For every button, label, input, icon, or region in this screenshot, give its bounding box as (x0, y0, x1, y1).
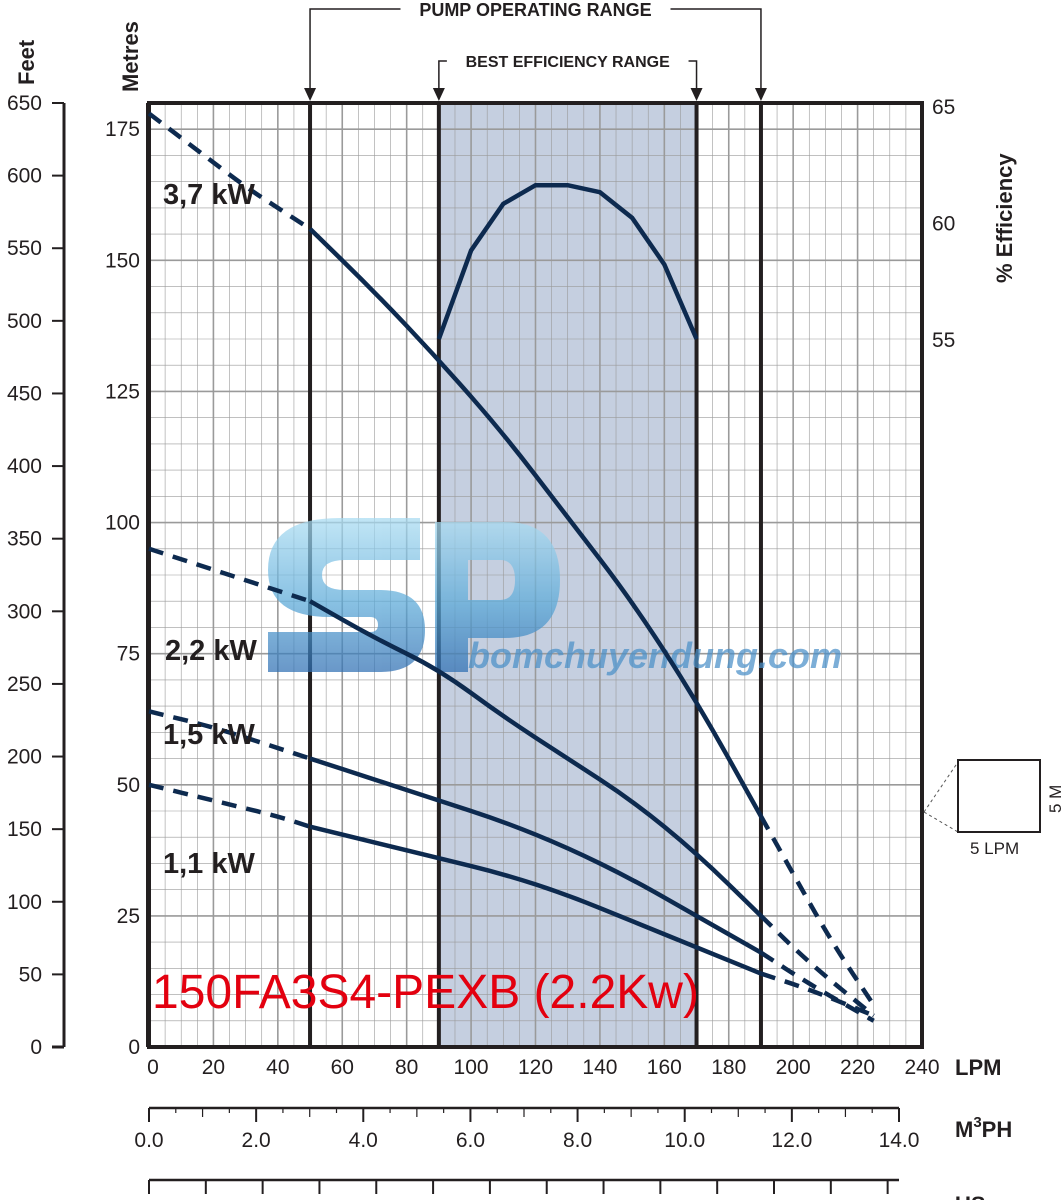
y2-tick-label: 250 (7, 673, 42, 696)
power-label: 1,5 kW (163, 719, 255, 751)
pump-operating-range-bracket (309, 8, 762, 96)
x-tick-label: 20 (202, 1056, 225, 1079)
range-arrow-icon (754, 88, 767, 101)
curve-dashed-end (758, 815, 876, 1007)
y-axis-feet-title: Feet (14, 39, 39, 85)
watermark-p-shape (435, 522, 560, 672)
power-labels: 3,7 kW 2,2 kW 1,5 kW 1,1 kW (163, 179, 257, 880)
best-efficiency-range-bracket (438, 60, 698, 96)
y2-tick-label: 300 (7, 600, 42, 623)
x-tick-label: 0 (147, 1056, 159, 1079)
y-axis-efficiency-title: % Efficiency (992, 153, 1017, 283)
head-curves (147, 111, 876, 1023)
y2-tick-label: 600 (7, 165, 42, 188)
x-axis-m3ph-title: M3PH (955, 1114, 1012, 1142)
y-tick-label: 100 (105, 512, 140, 535)
watermark-site-text: bomchuyendung.com (468, 635, 842, 676)
scale-legend-y: 5 M (1046, 785, 1063, 813)
y-tick-label: 0 (128, 1036, 140, 1059)
best-efficiency-range-label: BEST EFFICIENCY RANGE (466, 54, 671, 71)
x2-tick-label: 2.0 (242, 1129, 271, 1152)
curve-dashed-end (760, 971, 875, 1018)
y2-tick-label: 50 (19, 963, 42, 986)
x-tick-label: 200 (776, 1056, 811, 1079)
y-tick-label: 50 (117, 774, 140, 797)
efficiency-curve (436, 182, 699, 340)
curve-solid (309, 756, 763, 955)
x2-tick-label: 10.0 (664, 1129, 705, 1152)
x-axis-lpm: 0 20 40 60 80 100 120 140 160 180 200 220 240 (147, 1056, 939, 1079)
range-arrow-icon (432, 88, 445, 101)
x-tick-label: 60 (331, 1056, 354, 1079)
x-axis-m3ph-unit-base: M (955, 1117, 973, 1142)
x-axis-usgpm (148, 1178, 899, 1194)
x2-tick-label: 0.0 (134, 1129, 163, 1152)
x-tick-label: 80 (395, 1056, 418, 1079)
y-tick-label: 75 (117, 643, 140, 666)
watermark-s-shape (268, 518, 425, 672)
x-tick-label: 140 (582, 1056, 617, 1079)
y2-tick-label: 350 (7, 528, 42, 551)
x-tick-label: 120 (518, 1056, 553, 1079)
y2-tick-label: 500 (7, 310, 42, 333)
y-tick-label: 175 (105, 118, 140, 141)
x2-tick-label: 8.0 (563, 1129, 592, 1152)
curve-dashed-start (147, 111, 312, 231)
x2-tick-label: 6.0 (456, 1129, 485, 1152)
x-axis-usgpm-title: US gpm (955, 1192, 1038, 1200)
curve-dashed-start (148, 782, 311, 829)
y3-tick-label: 55 (932, 329, 955, 352)
y2-tick-label: 0 (30, 1036, 42, 1059)
curve-dashed-start (148, 546, 311, 604)
x2-tick-label: 14.0 (879, 1129, 920, 1152)
y2-tick-label: 400 (7, 455, 42, 478)
y-axis-feet: 0 50 100 150 200 250 300 350 400 450 500 550 600 650 (7, 92, 66, 1059)
curve-dashed-end (759, 950, 875, 1023)
curve-dashed-end (759, 914, 876, 1018)
x-tick-label: 240 (904, 1056, 939, 1079)
y-tick-label: 150 (105, 249, 140, 272)
x-tick-label: 220 (840, 1056, 875, 1079)
range-arrow-icon (304, 88, 317, 101)
y-axis-metres: 0 25 50 75 100 125 150 175 (105, 103, 148, 1059)
y3-tick-label: 60 (932, 213, 955, 236)
x-axis-m3ph: 0.0 2.0 4.0 6.0 8.0 10.0 12.0 14.0 (134, 1106, 920, 1152)
x-axis-lpm-title: LPM (955, 1055, 1001, 1080)
watermark-logo: bomchuyendung.com (268, 518, 842, 676)
y3-tick-label: 65 (932, 96, 955, 119)
x-tick-label: 100 (454, 1056, 489, 1079)
x-axis-m3ph-unit-tail: PH (982, 1117, 1013, 1142)
x-axis-m3ph-unit-sup: 3 (973, 1114, 981, 1131)
scale-legend: 5 LPM 5 M (923, 759, 1063, 858)
model-label: 150FA3S4-PEXB (2.2Kw) (152, 966, 699, 1019)
y2-tick-label: 200 (7, 746, 42, 769)
y-tick-label: 25 (117, 905, 140, 928)
y2-tick-label: 450 (7, 382, 42, 405)
range-arrow-icon (690, 88, 703, 101)
range-labels: PUMP OPERATING RANGE BEST EFFICIENCY RAN… (304, 0, 767, 101)
y-axis-efficiency: 55 60 65 (932, 96, 955, 352)
plot-frame (147, 101, 924, 1049)
y2-tick-label: 650 (7, 92, 42, 115)
power-label: 2,2 kW (165, 635, 257, 667)
x-tick-label: 180 (711, 1056, 746, 1079)
y2-tick-label: 100 (7, 891, 42, 914)
curve-dashed-start (148, 709, 311, 761)
y2-tick-label: 550 (7, 237, 42, 260)
power-label: 1,1 kW (163, 848, 255, 880)
curve-solid (308, 227, 763, 818)
pump-operating-range-label: PUMP OPERATING RANGE (419, 0, 651, 20)
x-tick-label: 40 (266, 1056, 289, 1079)
y2-tick-label: 150 (7, 818, 42, 841)
y-axis-metres-title: Metres (118, 21, 143, 92)
scale-legend-x: 5 LPM (970, 839, 1019, 858)
x-tick-label: 160 (647, 1056, 682, 1079)
x2-tick-label: 12.0 (771, 1129, 812, 1152)
curve-solid (308, 599, 763, 918)
power-label: 3,7 kW (163, 179, 255, 211)
y-tick-label: 125 (105, 380, 140, 403)
x2-tick-label: 4.0 (349, 1129, 378, 1152)
curve-solid (309, 824, 762, 976)
